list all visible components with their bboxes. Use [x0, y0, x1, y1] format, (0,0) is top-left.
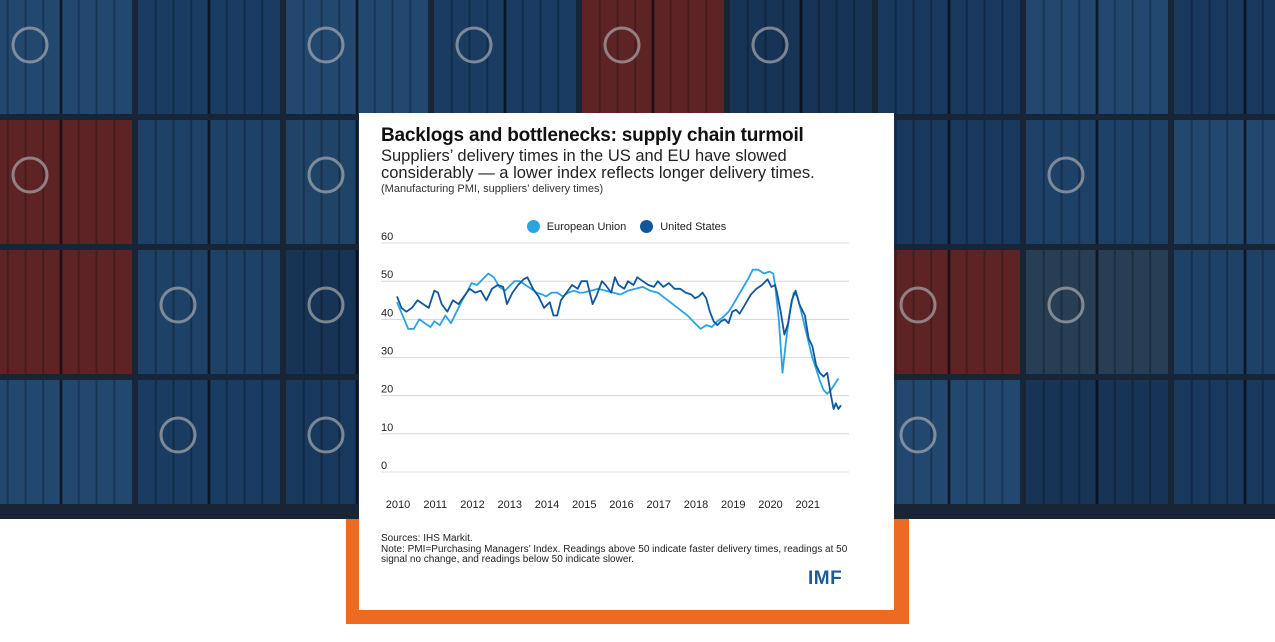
x-tick-label: 2019	[721, 499, 745, 511]
chart-units-note: (Manufacturing PMI, suppliers’ delivery …	[381, 183, 604, 195]
series-line-european-union	[396, 268, 840, 395]
x-tick-label: 2020	[758, 499, 782, 511]
container	[1174, 0, 1275, 114]
y-tick-label: 30	[381, 346, 393, 358]
legend-label-us: United States	[660, 220, 727, 233]
container	[1026, 0, 1168, 114]
y-tick-label: 20	[381, 384, 393, 396]
container	[138, 0, 280, 114]
container	[878, 380, 1020, 504]
y-tick-label: 40	[381, 307, 393, 319]
container	[138, 120, 280, 244]
line-chart: 0 10 20 30 40 50 60 2010 2011 2012 2013 2014 2015 201…	[381, 231, 849, 511]
series-line-united-states	[396, 276, 842, 410]
chart-title: Backlogs and bottlenecks: supply chain t…	[381, 125, 804, 146]
container	[434, 0, 576, 114]
container	[0, 380, 132, 504]
container	[730, 0, 872, 114]
container	[0, 120, 132, 244]
container	[1026, 380, 1168, 504]
container	[1174, 250, 1275, 374]
legend-label-eu: European Union	[546, 220, 627, 233]
legend-swatch-us	[640, 220, 654, 233]
sources-text: Sources: IHS Markit.	[381, 533, 473, 544]
chart-card: Backlogs and bottlenecks: supply chain t…	[359, 113, 894, 610]
container	[1026, 120, 1168, 244]
container	[878, 0, 1020, 114]
x-tick-label: 2010	[386, 499, 410, 511]
x-tick-label: 2018	[684, 499, 708, 511]
y-tick-label: 50	[381, 269, 393, 281]
chart-footer: Sources: IHS Markit. Note: PMI=Purchasin…	[381, 533, 851, 566]
container	[1174, 380, 1275, 504]
x-tick-label: 2013	[498, 499, 522, 511]
legend-item-eu: European Union	[526, 220, 627, 233]
y-tick-label: 60	[381, 231, 393, 243]
x-tick-label: 2015	[572, 499, 596, 511]
container	[878, 250, 1020, 374]
container	[582, 0, 724, 114]
chart-legend: European Union United States	[359, 220, 894, 233]
y-tick-label: 0	[381, 460, 387, 472]
container	[138, 250, 280, 374]
container	[878, 120, 1020, 244]
legend-swatch-eu	[526, 220, 540, 233]
container	[1026, 250, 1168, 374]
x-tick-label: 2011	[423, 499, 447, 511]
x-tick-label: 2021	[796, 499, 820, 511]
legend-item-us: United States	[640, 220, 726, 233]
imf-logo: IMF	[808, 568, 843, 589]
chart-subtitle: Suppliers’ delivery times in the US and …	[381, 147, 815, 182]
footnote-text: Note: PMI=Purchasing Managers’ Index. Re…	[381, 543, 848, 565]
x-tick-label: 2017	[647, 499, 671, 511]
container	[138, 380, 280, 504]
x-tick-label: 2016	[609, 499, 633, 511]
y-tick-label: 10	[381, 422, 393, 434]
container	[0, 0, 132, 114]
x-tick-label: 2012	[460, 499, 484, 511]
x-tick-label: 2014	[535, 499, 559, 511]
container	[1174, 120, 1275, 244]
container	[286, 0, 428, 114]
container	[0, 250, 132, 374]
